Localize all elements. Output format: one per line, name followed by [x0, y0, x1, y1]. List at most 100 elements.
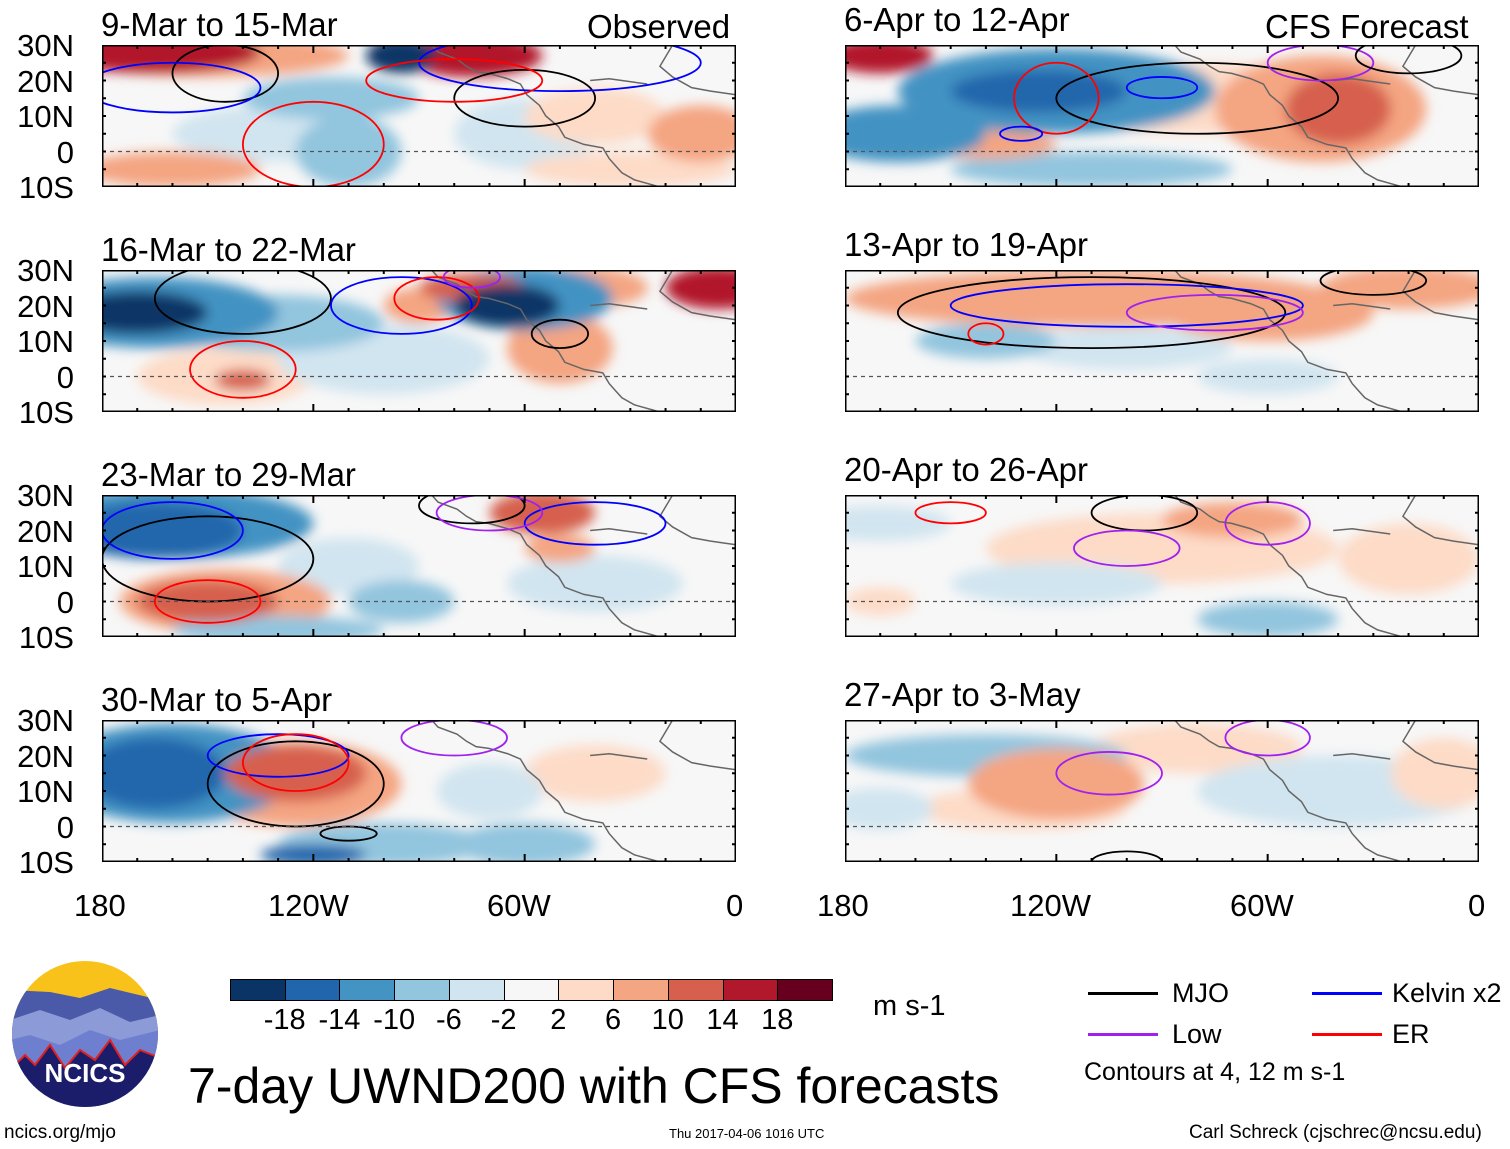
- shaded-anomaly: [1091, 723, 1303, 774]
- shaded-anomaly: [278, 537, 419, 595]
- wave-contour: [442, 270, 501, 289]
- lat-tick: 30N: [17, 703, 74, 738]
- wave-contour: [102, 501, 244, 560]
- wave-contour: [1090, 850, 1163, 862]
- footer-url[interactable]: ncics.org/mjo: [4, 1122, 116, 1143]
- colorbar-label: -6: [436, 1004, 462, 1036]
- lon-tick-right-60w: 60W: [1230, 888, 1294, 923]
- colorbar-swatch: [722, 979, 779, 1001]
- colorbar-swatch: [613, 979, 670, 1001]
- lon-tick-right-120w: 120W: [1010, 888, 1091, 923]
- legend-er-label: ER: [1392, 1019, 1430, 1049]
- shaded-anomaly: [102, 151, 261, 187]
- shaded-anomaly: [401, 45, 543, 77]
- shaded-anomaly: [507, 555, 684, 613]
- colorbar-swatch: [394, 979, 451, 1001]
- shaded-anomaly: [950, 151, 1233, 187]
- panel-title: 9-Mar to 15-Mar: [101, 6, 338, 43]
- shaded-anomaly: [845, 787, 934, 831]
- wave-contour: [1266, 45, 1375, 82]
- shaded-anomaly: [968, 748, 1145, 820]
- lat-tick: 20N: [17, 513, 74, 549]
- coastline: [1175, 270, 1479, 412]
- lat-tick: 10N: [17, 99, 74, 134]
- panel-title: 27-Apr to 3-May: [844, 676, 1081, 713]
- lat-tick: 0: [56, 359, 74, 395]
- lat-tick: 10S: [18, 170, 74, 205]
- lat-tick: 30N: [17, 28, 74, 63]
- coastline: [1175, 495, 1479, 637]
- wave-contour: [330, 276, 473, 335]
- wave-contour: [523, 501, 667, 546]
- wave-contour: [530, 318, 589, 350]
- shaded-anomaly: [1338, 523, 1479, 595]
- wave-contour: [1055, 61, 1340, 135]
- shaded-anomaly: [524, 534, 596, 563]
- wave-contour: [1073, 529, 1181, 567]
- wave-contour: [896, 276, 1287, 349]
- wave-contour: [102, 61, 262, 114]
- shaded-anomaly: [242, 76, 419, 120]
- shaded-anomaly: [295, 116, 402, 187]
- shaded-anomaly: [1197, 358, 1339, 395]
- lon-tick-left-60w: 60W: [487, 888, 551, 923]
- colorbar-label: 14: [706, 1004, 739, 1036]
- shaded-anomaly: [102, 737, 226, 809]
- map-panel-3: [102, 495, 736, 637]
- colorbar-swatch: [230, 979, 287, 1001]
- shaded-anomaly: [647, 105, 736, 163]
- legend-kelvin-label: Kelvin x2: [1392, 978, 1502, 1008]
- lat-tick: 0: [56, 134, 74, 170]
- colorbar-swatch: [667, 979, 725, 1001]
- map-panel-6: [845, 270, 1479, 412]
- shaded-anomaly: [1285, 73, 1391, 145]
- shaded-anomaly: [1390, 737, 1479, 809]
- legend-low-line: [1088, 1033, 1158, 1036]
- lat-tick: 10N: [17, 774, 74, 809]
- lon-tick-left-120w: 120W: [268, 888, 349, 923]
- lat-tick: 0: [56, 584, 74, 620]
- lon-tick-right-0: 0: [1468, 888, 1486, 923]
- colorbar-swatch: [777, 979, 834, 1001]
- shaded-anomaly: [436, 762, 543, 820]
- wave-contour: [153, 270, 332, 335]
- lat-tick: 20N: [17, 63, 74, 99]
- colorbar-label: 18: [761, 1004, 794, 1036]
- panel-title: 20-Apr to 26-Apr: [844, 451, 1088, 488]
- colorbar-units: m s-1: [873, 990, 946, 1022]
- shaded-anomaly: [1162, 502, 1303, 538]
- colorbar-swatch: [558, 979, 615, 1001]
- wave-contour: [1125, 76, 1199, 100]
- shaded-anomaly: [454, 822, 596, 862]
- wave-contour: [1354, 45, 1463, 75]
- shaded-anomaly: [225, 744, 367, 802]
- colorbar-swatch: [339, 979, 396, 1001]
- wave-contour: [1013, 61, 1100, 135]
- coastline: [432, 720, 736, 862]
- lat-tick: 10N: [17, 549, 74, 584]
- coastline: [432, 45, 736, 187]
- shaded-anomaly: [1162, 284, 1374, 341]
- wave-contour: [1319, 270, 1428, 296]
- wave-contour: [999, 125, 1044, 142]
- wave-contour: [206, 733, 350, 778]
- shaded-anomaly: [1320, 270, 1479, 310]
- shaded-anomaly: [260, 844, 367, 862]
- lat-tick: 10S: [18, 395, 74, 430]
- map-panel-4: [102, 720, 736, 862]
- shaded-anomaly: [524, 744, 666, 802]
- logo-text: NCICS: [45, 1058, 126, 1088]
- shaded-anomaly: [915, 323, 1057, 359]
- wave-contour: [319, 825, 378, 842]
- coastline: [432, 495, 736, 637]
- map-panel-1: [102, 45, 736, 187]
- colorbar-label: 2: [550, 1004, 567, 1036]
- wave-contour: [914, 501, 987, 525]
- shaded-anomaly: [845, 105, 986, 163]
- lat-tick: 10S: [18, 845, 74, 880]
- wave-contour: [967, 322, 1005, 346]
- wave-contour: [949, 283, 1304, 328]
- figure-title: 7-day UWND200 with CFS forecasts: [188, 1058, 1000, 1114]
- wave-contour: [418, 495, 526, 525]
- wave-contour: [1055, 751, 1163, 796]
